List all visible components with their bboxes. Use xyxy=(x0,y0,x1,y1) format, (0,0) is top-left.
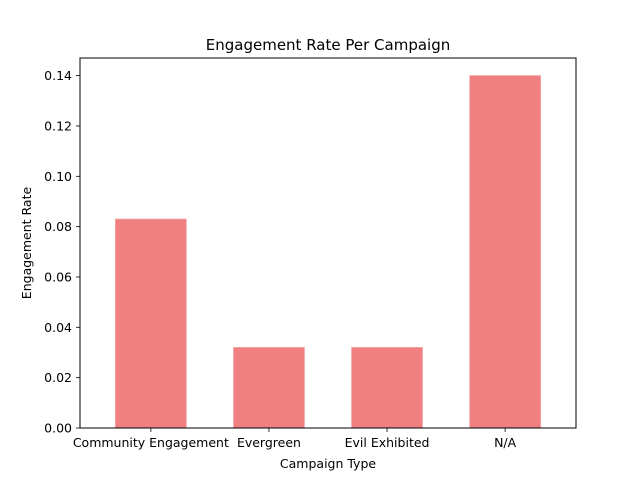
y-tick-label-4: 0.08 xyxy=(44,219,72,234)
plot-frame xyxy=(79,57,577,429)
x-axis-label: Campaign Type xyxy=(280,456,376,471)
y-axis: 0.00 0.02 0.04 0.06 0.08 0.10 0.12 0.14 xyxy=(44,68,80,436)
bar-1 xyxy=(233,347,305,429)
chart-title: Engagement Rate Per Campaign xyxy=(206,36,450,54)
x-tick-label-2: Evil Exhibited xyxy=(345,435,430,450)
y-tick-label-6: 0.12 xyxy=(44,118,72,133)
y-tick-label-7: 0.14 xyxy=(44,68,72,83)
bar-3 xyxy=(469,75,541,429)
y-tick-label-3: 0.06 xyxy=(44,269,72,284)
bar-2 xyxy=(351,347,423,429)
y-tick-label-0: 0.00 xyxy=(44,421,72,436)
bars-group xyxy=(115,75,541,429)
x-axis: Community Engagement Evergreen Evil Exhibi… xyxy=(73,428,517,450)
y-tick-label-5: 0.10 xyxy=(44,169,72,184)
y-tick-label-1: 0.02 xyxy=(44,370,72,385)
y-axis-label: Engagement Rate xyxy=(19,187,34,300)
x-tick-label-0: Community Engagement xyxy=(73,435,229,450)
x-tick-label-1: Evergreen xyxy=(237,435,301,450)
bar-0 xyxy=(115,218,187,429)
x-tick-label-3: N/A xyxy=(494,435,517,450)
y-tick-label-2: 0.04 xyxy=(44,320,72,335)
